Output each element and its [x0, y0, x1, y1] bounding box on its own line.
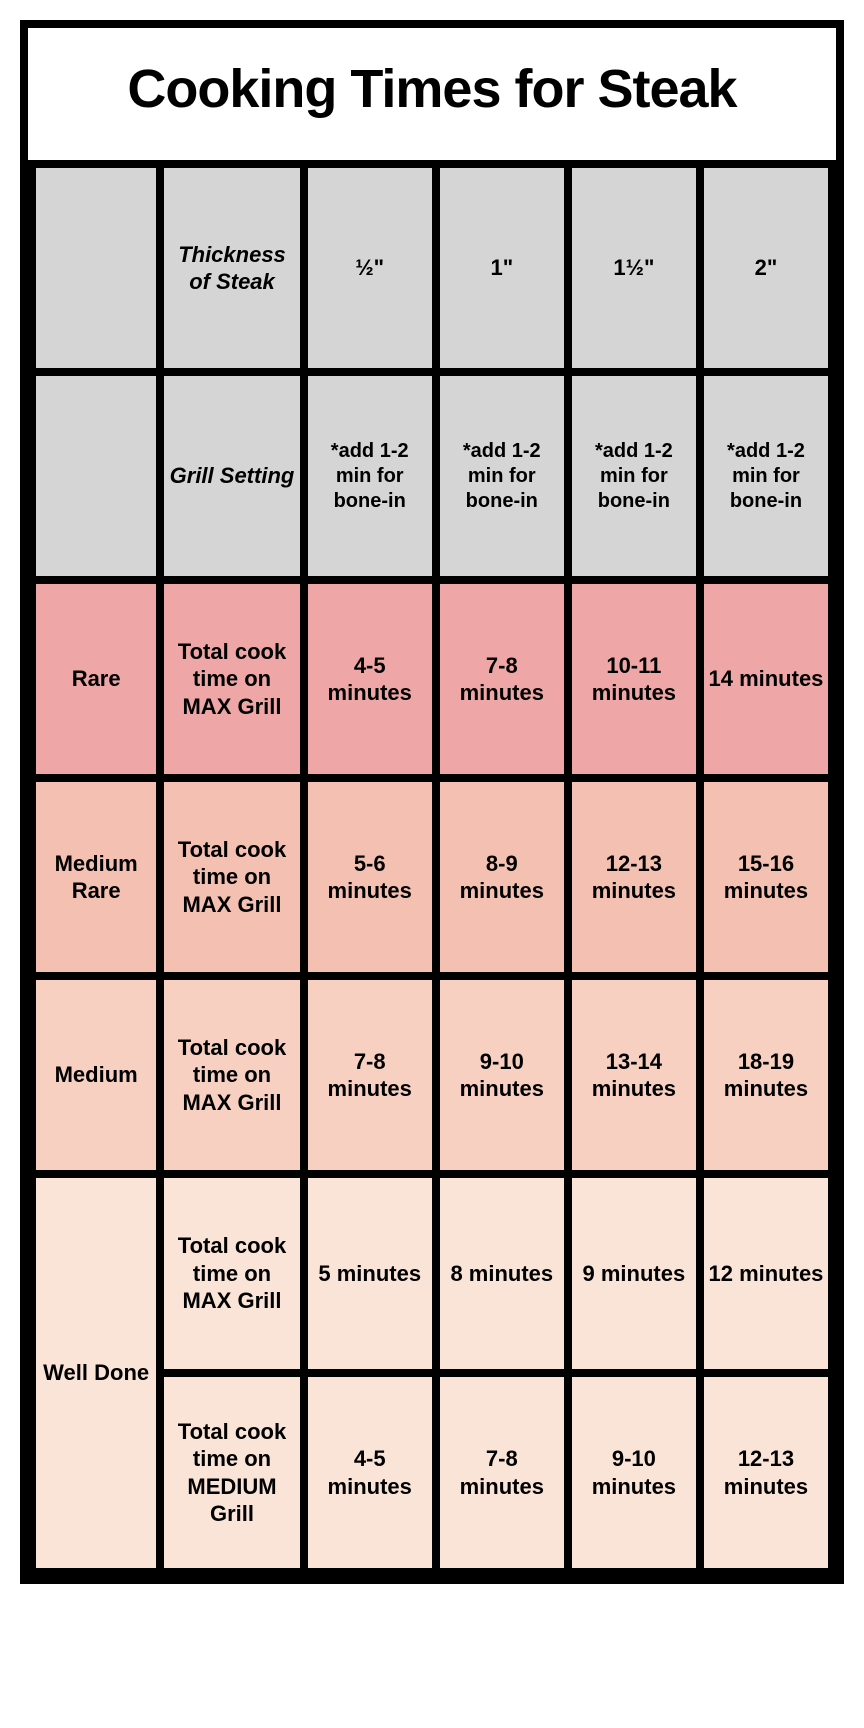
well-med-time-0: 4-5 minutes	[308, 1377, 432, 1568]
thickness-2: 1½"	[572, 168, 696, 368]
header-blank	[36, 168, 156, 368]
well-max-time-3: 12 minutes	[704, 1178, 828, 1369]
medrare-setting: Total cook time on MAX Grill	[164, 782, 299, 972]
well-med-time-2: 9-10 minutes	[572, 1377, 696, 1568]
well-setting-max: Total cook time on MAX Grill	[164, 1178, 299, 1369]
medium-time-3: 18-19 minutes	[704, 980, 828, 1170]
well-setting-med: Total cook time on MEDIUM Grill	[164, 1377, 299, 1568]
rare-time-3: 14 minutes	[704, 584, 828, 774]
thickness-0: ½"	[308, 168, 432, 368]
medium-label: Medium	[36, 980, 156, 1170]
medium-setting: Total cook time on MAX Grill	[164, 980, 299, 1170]
bone-in-note-1: *add 1-2 min for bone-in	[440, 376, 564, 576]
medium-time-1: 9-10 minutes	[440, 980, 564, 1170]
medium-time-2: 13-14 minutes	[572, 980, 696, 1170]
title-block: Cooking Times for Steak	[28, 28, 836, 160]
medrare-label: Medium Rare	[36, 782, 156, 972]
cooking-times-chart: Cooking Times for Steak Thickness of Ste…	[20, 20, 844, 1584]
well-label: Well Done	[36, 1178, 156, 1568]
medium-time-0: 7-8 minutes	[308, 980, 432, 1170]
row-medium: Medium Total cook time on MAX Grill 7-8 …	[36, 980, 828, 1170]
bone-in-note-2: *add 1-2 min for bone-in	[572, 376, 696, 576]
thickness-1: 1"	[440, 168, 564, 368]
rare-label: Rare	[36, 584, 156, 774]
medrare-time-3: 15-16 minutes	[704, 782, 828, 972]
rare-setting: Total cook time on MAX Grill	[164, 584, 299, 774]
bone-in-note-0: *add 1-2 min for bone-in	[308, 376, 432, 576]
rare-time-2: 10-11 minutes	[572, 584, 696, 774]
well-max-time-2: 9 minutes	[572, 1178, 696, 1369]
header-row-thickness: Thickness of Steak ½" 1" 1½" 2"	[36, 168, 828, 368]
well-max-time-1: 8 minutes	[440, 1178, 564, 1369]
chart-title: Cooking Times for Steak	[38, 58, 826, 120]
well-med-time-1: 7-8 minutes	[440, 1377, 564, 1568]
row-medium-rare: Medium Rare Total cook time on MAX Grill…	[36, 782, 828, 972]
well-med-time-3: 12-13 minutes	[704, 1377, 828, 1568]
grill-setting-label: Grill Setting	[164, 376, 299, 576]
row-well-done-max: Well Done Total cook time on MAX Grill 5…	[36, 1178, 828, 1369]
rare-time-1: 7-8 minutes	[440, 584, 564, 774]
medrare-time-2: 12-13 minutes	[572, 782, 696, 972]
thickness-label: Thickness of Steak	[164, 168, 299, 368]
bone-in-note-3: *add 1-2 min for bone-in	[704, 376, 828, 576]
header-blank2	[36, 376, 156, 576]
medrare-time-1: 8-9 minutes	[440, 782, 564, 972]
rare-time-0: 4-5 minutes	[308, 584, 432, 774]
well-max-time-0: 5 minutes	[308, 1178, 432, 1369]
cooking-times-table: Thickness of Steak ½" 1" 1½" 2" Grill Se…	[28, 160, 836, 1576]
medrare-time-0: 5-6 minutes	[308, 782, 432, 972]
thickness-3: 2"	[704, 168, 828, 368]
header-row-grill: Grill Setting *add 1-2 min for bone-in *…	[36, 376, 828, 576]
row-rare: Rare Total cook time on MAX Grill 4-5 mi…	[36, 584, 828, 774]
